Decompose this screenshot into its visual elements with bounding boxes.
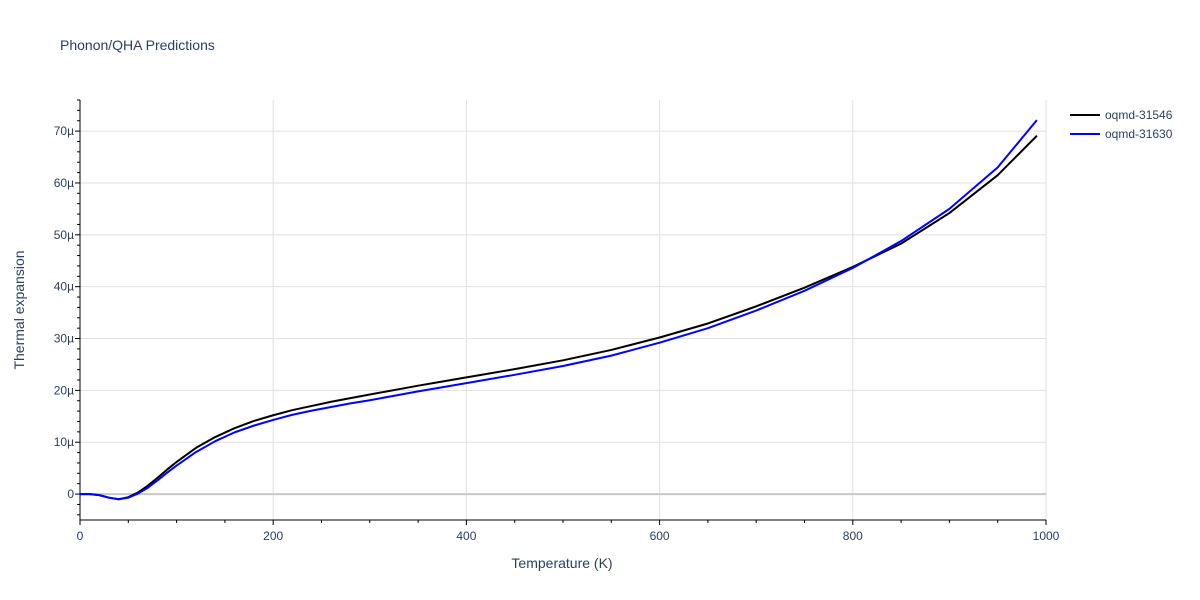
y-tick-label: 20µ — [54, 383, 74, 397]
x-tick-label: 0 — [77, 529, 84, 543]
series-line-oqmd-31630 — [79, 119, 1038, 501]
legend-item-oqmd-31546[interactable]: oqmd-31546 — [1070, 108, 1173, 122]
y-tick-label: 60µ — [54, 176, 74, 190]
x-tick-label: 600 — [650, 529, 670, 543]
y-tick-label: 50µ — [54, 228, 74, 242]
axes: 0 200 400 600 800 1000 0 10µ 20µ 30µ 40µ 50µ 60µ 70µ — [54, 99, 1060, 543]
series-line-oqmd-31546 — [79, 135, 1038, 501]
legend-item-oqmd-31630[interactable]: oqmd-31630 — [1070, 127, 1173, 141]
legend[interactable]: oqmd-31546 oqmd-31630 — [1070, 108, 1173, 141]
y-axis-title: Thermal expansion — [11, 250, 27, 369]
plot-area — [79, 119, 1038, 501]
y-tick-label: 0 — [67, 487, 74, 501]
grid — [80, 100, 1047, 520]
x-tick-label: 800 — [843, 529, 863, 543]
x-axis-title: Temperature (K) — [511, 555, 612, 571]
y-tick-label: 70µ — [54, 124, 74, 138]
x-tick-label: 200 — [263, 529, 283, 543]
legend-label: oqmd-31546 — [1105, 108, 1173, 122]
y-tick-label: 30µ — [54, 332, 74, 346]
y-tick-label: 40µ — [54, 280, 74, 294]
x-tick-label: 1000 — [1033, 529, 1060, 543]
legend-label: oqmd-31630 — [1105, 127, 1173, 141]
y-tick-label: 10µ — [54, 435, 74, 449]
x-tick-label: 400 — [456, 529, 476, 543]
chart-title: Phonon/QHA Predictions — [60, 37, 215, 53]
